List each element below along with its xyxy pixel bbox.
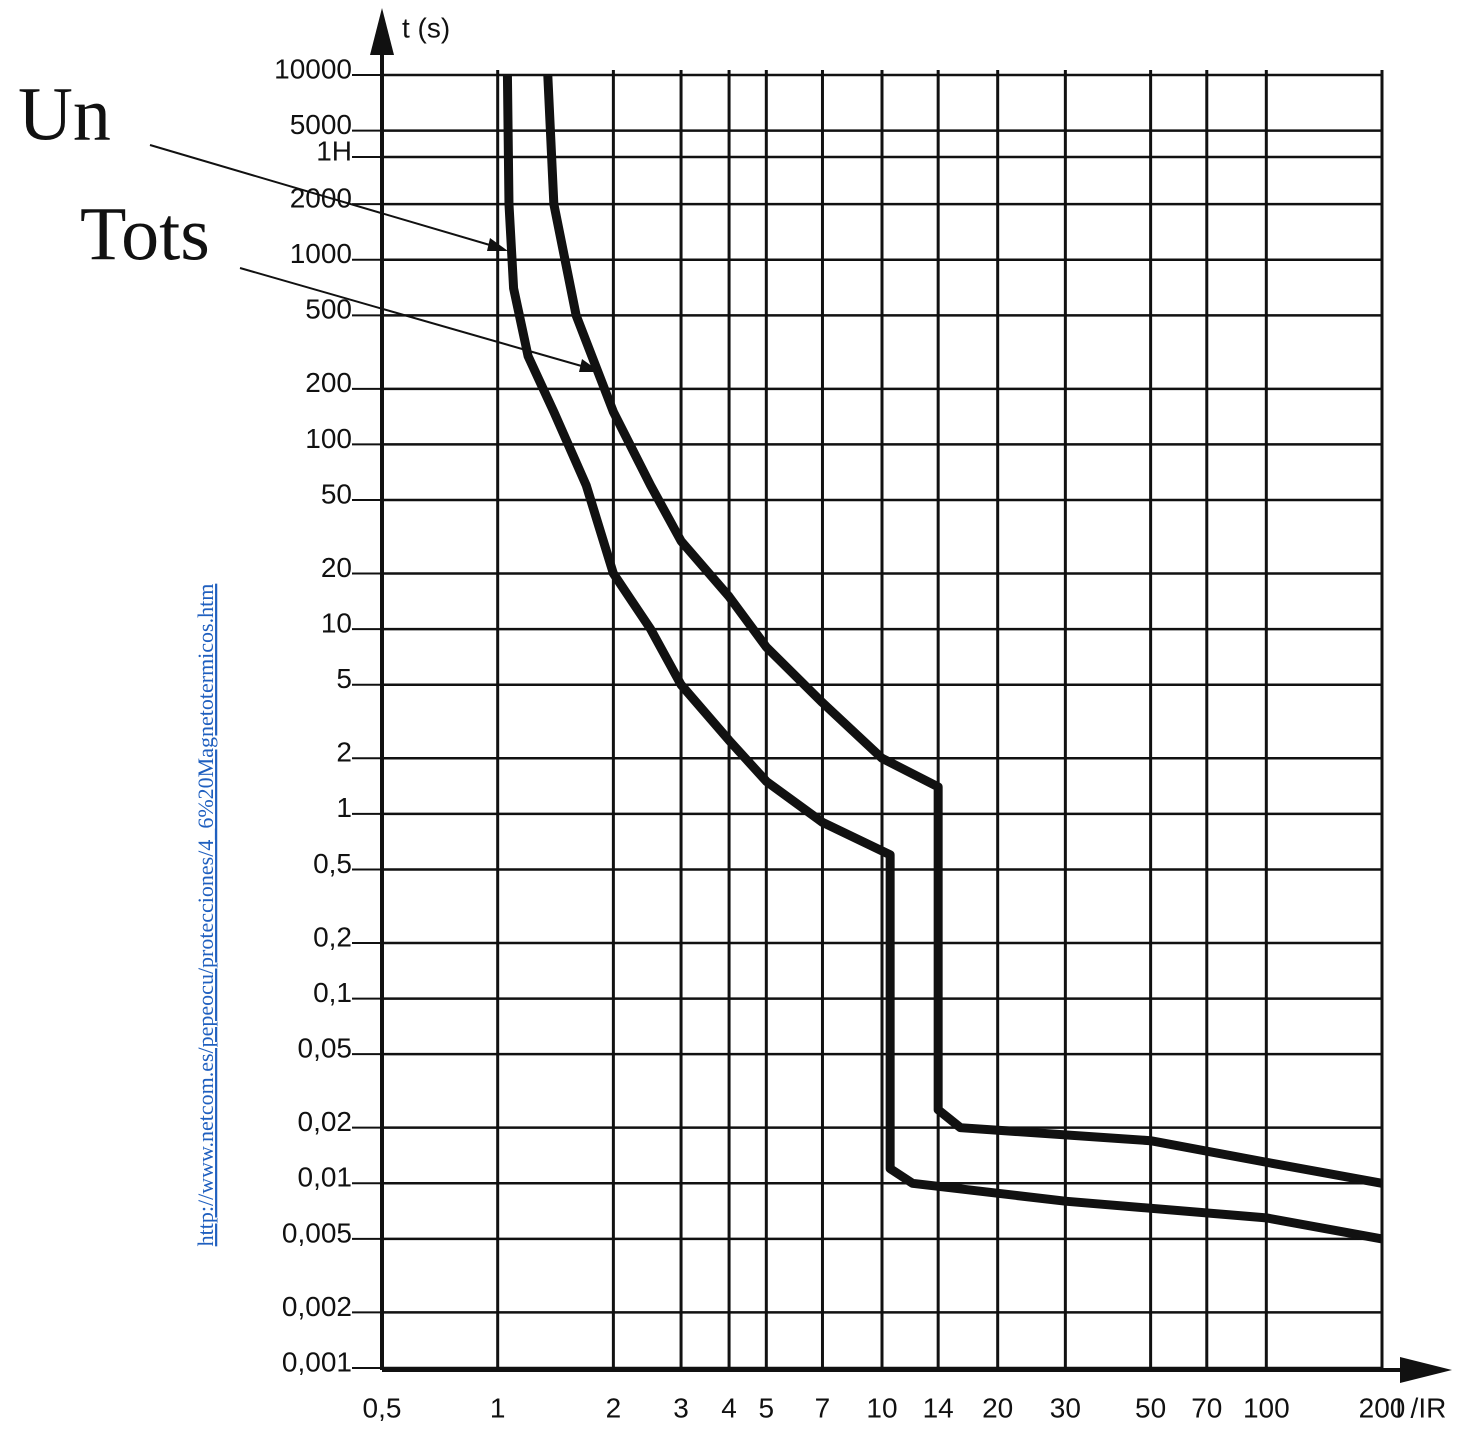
x-tick-label: 30 (1050, 1392, 1081, 1423)
x-tick-label: 3 (673, 1392, 689, 1423)
y-tick-label: 1 (336, 792, 352, 823)
x-tick-label: 1 (490, 1392, 506, 1423)
y-tick-label: 2000 (290, 183, 352, 214)
y-tick-label: 0,001 (282, 1346, 352, 1377)
y-tick-label: 10000 (274, 53, 352, 84)
pointer (239, 267, 593, 370)
x-axis-label: I /IR (1395, 1392, 1446, 1423)
y-axis-label: t (s) (402, 12, 450, 43)
x-arrow (1400, 1357, 1452, 1383)
series-label: Tots (80, 192, 210, 276)
y-tick-label: 20 (321, 552, 352, 583)
y-tick-label: 10 (321, 608, 352, 639)
source-link[interactable]: http://www.netcom.es/pepeocu/proteccione… (193, 584, 218, 1247)
y-tick-label: 1000 (290, 238, 352, 269)
y-tick-label: 50 (321, 478, 352, 509)
y-tick-label: 100 (305, 423, 352, 454)
y-tick-label: 0,5 (313, 848, 352, 879)
curve (543, 74, 1383, 1188)
y-tick-label: 5 (336, 663, 352, 694)
y-tick-label: 500 (305, 294, 352, 325)
y-tick-label: 0,05 (298, 1033, 353, 1064)
x-tick-label: 14 (923, 1392, 954, 1423)
y-arrow (370, 8, 394, 55)
x-tick-label: 7 (815, 1392, 831, 1423)
x-tick-label: 200 (1359, 1392, 1406, 1423)
y-tick-label: 200 (305, 367, 352, 398)
y-tick-label: 0,005 (282, 1217, 352, 1248)
y-tick-label: 0,1 (313, 977, 352, 1008)
x-tick-label: 10 (866, 1392, 897, 1423)
pointer (149, 144, 501, 249)
y-tick-label: 1H (316, 135, 352, 166)
y-tick-label: 0,002 (282, 1291, 352, 1322)
curve (502, 74, 1383, 1244)
y-tick-label: 0,2 (313, 921, 352, 952)
y-tick-label: 2 (336, 737, 352, 768)
x-tick-label: 0,5 (363, 1392, 402, 1423)
series-label: Un (18, 72, 111, 156)
x-tick-label: 5 (759, 1392, 775, 1423)
y-tick-label: 0,01 (298, 1162, 353, 1193)
x-tick-label: 4 (721, 1392, 737, 1423)
axes (370, 8, 1452, 1383)
x-tick-label: 100 (1243, 1392, 1290, 1423)
x-tick-label: 70 (1191, 1392, 1222, 1423)
x-tick-label: 50 (1135, 1392, 1166, 1423)
x-tick-label: 20 (982, 1392, 1013, 1423)
y-tick-label: 5000 (290, 109, 352, 140)
y-tick-label: 0,02 (298, 1106, 353, 1137)
x-tick-label: 2 (606, 1392, 622, 1423)
